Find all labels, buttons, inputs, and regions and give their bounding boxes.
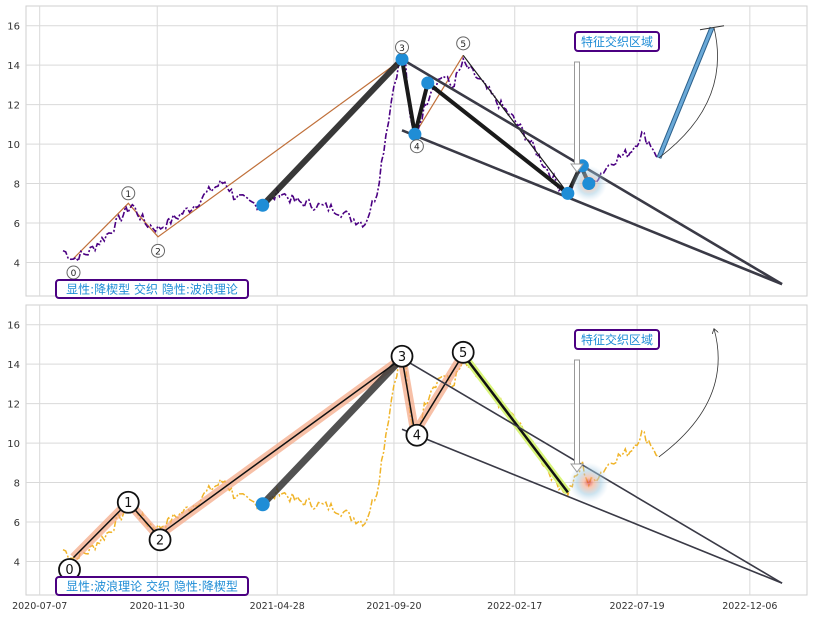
y-tick-label: 10 <box>7 140 20 151</box>
wave5-decline-line <box>462 54 569 194</box>
region-arrow-shaft <box>574 61 580 165</box>
wedge-lower-line <box>401 129 783 286</box>
wave-label-circle <box>151 243 166 258</box>
wave-label: 2 <box>156 533 164 548</box>
region-label: 特征交织区域 <box>581 332 653 347</box>
wave-label-circle <box>116 490 140 514</box>
wave5-decline-line <box>462 353 569 494</box>
wedge-marker <box>255 497 270 512</box>
wedge-marker <box>256 198 270 212</box>
wedge-impulse-segment <box>260 355 405 507</box>
y-tick-label: 4 <box>14 258 20 269</box>
wave-label: 0 <box>65 563 73 578</box>
legend-text: 显性:波浪理论 交织 隐性:降楔型 <box>66 578 238 593</box>
x-tick-label: 2020-07-07 <box>12 601 67 612</box>
region-label-box <box>574 329 660 350</box>
region-arrow-head <box>570 163 584 173</box>
wave-label-circle <box>451 340 475 364</box>
y-tick-label: 6 <box>14 219 20 230</box>
region-label-box <box>574 31 660 52</box>
region-arrow-head <box>570 463 584 473</box>
wave-label: 2 <box>155 247 161 257</box>
wedge-impulse-segment <box>260 57 405 208</box>
y-tick-label: 4 <box>14 557 20 568</box>
y-tick-label: 8 <box>14 479 20 490</box>
wedge-marker <box>582 177 596 191</box>
y-tick-label: 12 <box>7 400 20 411</box>
legend-text-box <box>55 279 249 299</box>
projection-line <box>657 27 714 159</box>
wave-label: 5 <box>459 346 467 361</box>
projection-arc <box>658 27 718 159</box>
wave-label: 3 <box>399 44 405 54</box>
x-tick-label: 2021-04-28 <box>250 601 305 612</box>
y-tick-label: 14 <box>7 61 20 72</box>
wave-label: 3 <box>398 350 406 365</box>
y-tick-label: 16 <box>7 321 20 332</box>
projection-arc <box>658 329 719 458</box>
legend-text: 显性:降楔型 交织 隐性:波浪理论 <box>66 281 238 296</box>
wedge-marker <box>561 186 575 200</box>
wave-label-circle <box>121 186 136 201</box>
intersection-glow <box>568 462 609 503</box>
region-label: 特征交织区域 <box>581 34 653 49</box>
wedge-lower-line <box>401 428 783 584</box>
y-tick-label: 8 <box>14 180 20 191</box>
wave-line <box>72 353 464 559</box>
wave-label-circle <box>456 36 471 51</box>
y-tick-label: 14 <box>7 360 20 371</box>
y-tick-label: 6 <box>14 518 20 529</box>
wave-label: 4 <box>414 143 420 153</box>
wedge-marker <box>408 127 422 141</box>
wave-label: 4 <box>413 429 421 444</box>
plot-area <box>25 304 808 596</box>
legend-text-box <box>55 576 249 596</box>
wave-label-circle <box>409 139 424 154</box>
x-tick-label: 2020-11-30 <box>130 601 185 612</box>
wedge-zigzag-segment <box>400 58 570 195</box>
wedge-marker <box>395 52 409 66</box>
wave-label-circle <box>390 344 414 368</box>
wave-label-circle <box>395 40 410 55</box>
y-tick-label: 10 <box>7 439 20 450</box>
x-tick-label: 2021-09-20 <box>366 601 421 612</box>
wave-guide-line <box>73 54 464 259</box>
wave-label-circle <box>148 528 172 552</box>
wedge-marker <box>421 76 435 90</box>
wave-label: 1 <box>125 190 131 200</box>
region-arrow-shaft <box>574 359 580 465</box>
wave-label-circle <box>405 423 429 447</box>
x-tick-label: 2022-02-17 <box>487 601 542 612</box>
wave-label: 1 <box>124 496 132 511</box>
price-line <box>62 54 660 264</box>
price-line <box>62 353 660 562</box>
wave-label: 5 <box>460 40 466 50</box>
wave-label: 0 <box>71 269 77 279</box>
y-tick-label: 12 <box>7 101 20 112</box>
projection-cap <box>699 25 725 31</box>
y-tick-label: 16 <box>7 22 20 33</box>
x-tick-label: 2022-07-19 <box>610 601 665 612</box>
x-tick-label: 2022-12-06 <box>722 601 777 612</box>
